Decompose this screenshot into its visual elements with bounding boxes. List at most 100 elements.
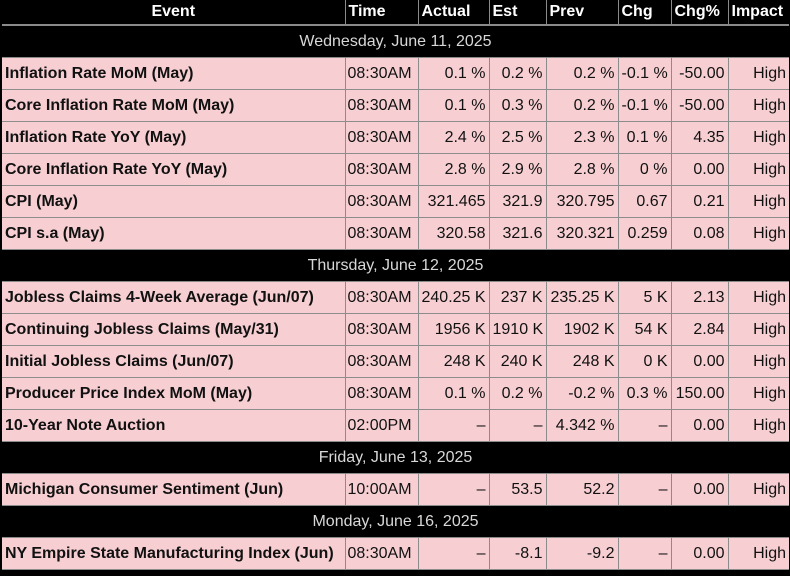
actual-cell: – xyxy=(418,537,490,570)
event-name-cell[interactable]: Core Inflation Rate MoM (May) xyxy=(2,89,346,122)
impact-cell: High xyxy=(728,377,789,410)
date-heading: Monday, June 16, 2025 xyxy=(2,505,789,538)
event-name-cell[interactable]: Jobless Claims 4-Week Average (Jun/07) xyxy=(2,281,346,314)
event-name-cell[interactable]: Inflation Rate MoM (May) xyxy=(2,57,346,90)
column-header-time[interactable]: Time xyxy=(345,0,419,26)
previous-cell: 320.321 xyxy=(546,217,619,250)
time-cell: 08:30AM xyxy=(345,121,419,154)
previous-cell: 52.2 xyxy=(546,473,619,506)
change-cell: 5 K xyxy=(618,281,672,314)
column-header-prev[interactable]: Prev xyxy=(546,0,619,26)
impact-cell: High xyxy=(728,185,789,218)
table-header: Event Time Actual Est Prev Chg Chg% Impa… xyxy=(2,0,789,26)
change-cell: 0.67 xyxy=(618,185,672,218)
change-percent-cell: 4.35 xyxy=(671,121,729,154)
date-heading: Wednesday, June 11, 2025 xyxy=(2,25,789,58)
impact-cell: High xyxy=(728,121,789,154)
previous-cell: 0.2 % xyxy=(546,89,619,122)
change-percent-cell: 0.00 xyxy=(671,153,729,186)
column-header-impact[interactable]: Impact xyxy=(728,0,789,26)
time-cell: 08:30AM xyxy=(345,89,419,122)
estimate-cell: 2.9 % xyxy=(489,153,547,186)
previous-cell: 2.8 % xyxy=(546,153,619,186)
event-row[interactable]: Inflation Rate YoY (May) 08:30AM 2.4 % 2.5 … xyxy=(2,121,789,154)
event-row[interactable]: Inflation Rate MoM (May) 08:30AM 0.1 % 0.2 … xyxy=(2,57,789,90)
impact-cell: High xyxy=(728,89,789,122)
change-cell: 0.3 % xyxy=(618,377,672,410)
time-cell: 08:30AM xyxy=(345,153,419,186)
column-header-event[interactable]: Event xyxy=(2,0,346,26)
event-row[interactable]: Producer Price Index MoM (May) 08:30AM 0.1… xyxy=(2,377,789,410)
change-percent-cell: 0.00 xyxy=(671,409,729,442)
impact-cell: High xyxy=(728,409,789,442)
change-cell: 0.259 xyxy=(618,217,672,250)
impact-cell: High xyxy=(728,345,789,378)
estimate-cell: 0.2 % xyxy=(489,377,547,410)
header-row: Event Time Actual Est Prev Chg Chg% Impa… xyxy=(2,0,789,26)
time-cell: 02:00PM xyxy=(345,409,419,442)
impact-cell: High xyxy=(728,537,789,570)
impact-cell: High xyxy=(728,281,789,314)
estimate-cell: -8.1 xyxy=(489,537,547,570)
event-row[interactable]: 10-Year Note Auction 02:00PM – –4.342 % –0.0… xyxy=(2,409,789,442)
column-header-actual[interactable]: Actual xyxy=(418,0,490,26)
event-name-cell[interactable]: Continuing Jobless Claims (May/31) xyxy=(2,313,346,346)
previous-cell: 4.342 % xyxy=(546,409,619,442)
event-row[interactable]: NY Empire State Manufacturing Index (Jun… xyxy=(2,537,789,570)
previous-cell: 0.2 % xyxy=(546,57,619,90)
actual-cell: – xyxy=(418,473,490,506)
change-percent-cell: -50.00 xyxy=(671,89,729,122)
event-name-cell[interactable]: CPI s.a (May) xyxy=(2,217,346,250)
change-percent-cell: 0.00 xyxy=(671,537,729,570)
column-header-chg[interactable]: Chg xyxy=(618,0,672,26)
impact-cell: High xyxy=(728,473,789,506)
event-name-cell[interactable]: Core Inflation Rate YoY (May) xyxy=(2,153,346,186)
previous-cell: -0.2 % xyxy=(546,377,619,410)
event-row[interactable]: Jobless Claims 4-Week Average (Jun/07) 08… xyxy=(2,281,789,314)
estimate-cell: 321.9 xyxy=(489,185,547,218)
time-cell: 08:30AM xyxy=(345,377,419,410)
estimate-cell: 2.5 % xyxy=(489,121,547,154)
actual-cell: 321.465 xyxy=(418,185,490,218)
time-cell: 08:30AM xyxy=(345,281,419,314)
change-cell: 0 % xyxy=(618,153,672,186)
event-row[interactable]: Core Inflation Rate YoY (May) 08:30AM 2.8 … xyxy=(2,153,789,186)
actual-cell: 1956 K xyxy=(418,313,490,346)
change-percent-cell: -50.00 xyxy=(671,57,729,90)
date-group-row: Friday, June 13, 2025 xyxy=(2,441,789,474)
impact-cell: High xyxy=(728,313,789,346)
change-percent-cell: 0.00 xyxy=(671,473,729,506)
event-row[interactable]: CPI (May) 08:30AM 321.465 321.9 320.795 0.67 0… xyxy=(2,185,789,218)
event-row[interactable]: Continuing Jobless Claims (May/31) 08:30A… xyxy=(2,313,789,346)
time-cell: 10:00AM xyxy=(345,473,419,506)
column-header-est[interactable]: Est xyxy=(489,0,547,26)
previous-cell: 2.3 % xyxy=(546,121,619,154)
actual-cell: 2.8 % xyxy=(418,153,490,186)
event-name-cell[interactable]: Initial Jobless Claims (Jun/07) xyxy=(2,345,346,378)
estimate-cell: 237 K xyxy=(489,281,547,314)
event-name-cell[interactable]: 10-Year Note Auction xyxy=(2,409,346,442)
event-name-cell[interactable]: Producer Price Index MoM (May) xyxy=(2,377,346,410)
event-row[interactable]: Michigan Consumer Sentiment (Jun) 10:00AM… xyxy=(2,473,789,506)
change-cell: 0 K xyxy=(618,345,672,378)
date-heading: Thursday, June 12, 2025 xyxy=(2,249,789,282)
event-name-cell[interactable]: CPI (May) xyxy=(2,185,346,218)
estimate-cell: 0.2 % xyxy=(489,57,547,90)
time-cell: 08:30AM xyxy=(345,313,419,346)
actual-cell: 0.1 % xyxy=(418,89,490,122)
event-name-cell[interactable]: NY Empire State Manufacturing Index (Jun… xyxy=(2,537,346,570)
change-cell: -0.1 % xyxy=(618,89,672,122)
event-row[interactable]: Initial Jobless Claims (Jun/07) 08:30AM 24… xyxy=(2,345,789,378)
actual-cell: 320.58 xyxy=(418,217,490,250)
column-header-chg-percent[interactable]: Chg% xyxy=(671,0,729,26)
estimate-cell: 321.6 xyxy=(489,217,547,250)
previous-cell: -9.2 xyxy=(546,537,619,570)
event-row[interactable]: CPI s.a (May) 08:30AM 320.58 321.6 320.321 0.… xyxy=(2,217,789,250)
time-cell: 08:30AM xyxy=(345,57,419,90)
previous-cell: 235.25 K xyxy=(546,281,619,314)
change-percent-cell: 0.08 xyxy=(671,217,729,250)
change-cell: – xyxy=(618,473,672,506)
event-name-cell[interactable]: Inflation Rate YoY (May) xyxy=(2,121,346,154)
event-row[interactable]: Core Inflation Rate MoM (May) 08:30AM 0.1 … xyxy=(2,89,789,122)
event-name-cell[interactable]: Michigan Consumer Sentiment (Jun) xyxy=(2,473,346,506)
